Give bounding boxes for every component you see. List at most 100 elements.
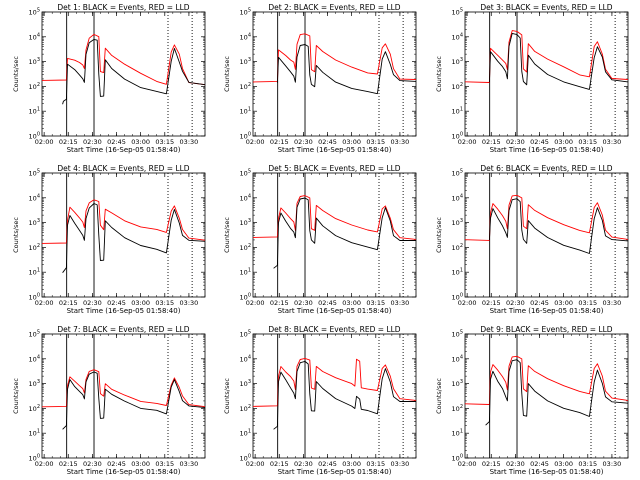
x-tick-label: 03:30 <box>603 460 622 468</box>
x-tick-label: 03:30 <box>391 460 410 468</box>
x-tick-label: 02:30 <box>83 299 102 307</box>
x-tick-label: 03:30 <box>180 138 199 146</box>
x-tick-label: 02:00 <box>246 460 265 468</box>
x-tick-label: 02:30 <box>294 460 313 468</box>
events-series-line <box>273 197 416 269</box>
y-axis-label: Counts/sec <box>223 378 231 414</box>
y-axis-label: Counts/sec <box>12 217 20 253</box>
x-axis-label: Start Time (16-Sep-05 01:58:40) <box>278 146 392 154</box>
x-tick-label: 03:15 <box>578 460 597 468</box>
x-tick-label: 02:15 <box>59 299 78 307</box>
x-tick-label: 02:45 <box>530 460 549 468</box>
lld-series-line <box>41 33 206 86</box>
y-tick-label: 105 <box>240 8 251 17</box>
x-tick-label: 02:15 <box>482 460 501 468</box>
y-tick-label: 104 <box>452 354 463 363</box>
lld-series-line <box>41 369 206 408</box>
x-tick-label: 03:00 <box>342 138 361 146</box>
events-series-line <box>62 203 206 273</box>
y-tick-label: 103 <box>240 218 251 227</box>
y-tick-label: 105 <box>240 330 251 339</box>
x-tick-label: 03:15 <box>366 460 385 468</box>
x-tick-label: 03:30 <box>391 138 410 146</box>
x-tick-label: 02:15 <box>59 138 78 146</box>
y-tick-label: 104 <box>240 32 251 41</box>
x-tick-label: 02:00 <box>35 138 54 146</box>
x-tick-label: 02:15 <box>270 460 289 468</box>
x-tick-label: 02:30 <box>294 138 313 146</box>
y-tick-label: 105 <box>29 8 40 17</box>
lld-series-line <box>252 357 417 407</box>
y-axis-label: Counts/sec <box>223 56 231 92</box>
events-series-line <box>276 44 417 95</box>
x-tick-label: 03:30 <box>391 299 410 307</box>
x-tick-label: 02:45 <box>107 138 126 146</box>
x-tick-label: 03:15 <box>155 299 174 307</box>
x-tick-label: 02:15 <box>59 460 78 468</box>
y-axis-label: Counts/sec <box>12 378 20 414</box>
y-tick-label: 100 <box>452 132 463 141</box>
x-tick-label: 03:30 <box>180 299 199 307</box>
y-tick-label: 101 <box>29 268 40 277</box>
x-tick-label: 03:15 <box>578 138 597 146</box>
x-tick-label: 02:30 <box>83 138 102 146</box>
x-tick-label: 02:45 <box>318 460 337 468</box>
events-series-line <box>62 38 206 105</box>
x-tick-label: 02:45 <box>530 299 549 307</box>
x-tick-label: 03:00 <box>131 460 150 468</box>
x-tick-label: 02:45 <box>318 299 337 307</box>
x-tick-label: 03:30 <box>180 460 199 468</box>
lld-series-line <box>252 33 417 83</box>
plot-frame <box>464 172 629 298</box>
y-tick-label: 105 <box>240 169 251 178</box>
y-tick-label: 101 <box>452 107 463 116</box>
x-tick-label: 02:15 <box>482 299 501 307</box>
y-tick-label: 102 <box>240 82 251 91</box>
y-tick-label: 105 <box>452 169 463 178</box>
y-tick-label: 102 <box>452 404 463 413</box>
x-tick-label: 02:15 <box>270 299 289 307</box>
detector-panel-1: 100 101 102 103 104 105 02:00 02:15 02:30 02:45 03… <box>12 3 206 154</box>
y-tick-label: 101 <box>240 429 251 438</box>
x-axis-label: Start Time (16-Sep-05 01:58:40) <box>278 468 392 476</box>
x-tick-label: 02:15 <box>270 138 289 146</box>
y-tick-label: 100 <box>29 293 40 302</box>
x-tick-label: 02:45 <box>318 138 337 146</box>
y-tick-label: 102 <box>240 243 251 252</box>
x-axis-label: Start Time (16-Sep-05 01:58:40) <box>67 146 181 154</box>
x-tick-label: 02:00 <box>458 138 477 146</box>
detector-panel-7: 100 101 102 103 104 105 02:00 02:15 02:30 02:45 03… <box>12 325 206 476</box>
x-tick-label: 03:00 <box>342 299 361 307</box>
y-tick-label: 101 <box>240 268 251 277</box>
x-tick-label: 02:30 <box>506 138 525 146</box>
detector-panel-3: 100 101 102 103 104 105 02:00 02:15 02:30 02:45 03… <box>435 3 629 154</box>
plot-frame <box>41 172 206 298</box>
y-tick-label: 100 <box>240 454 251 463</box>
panel-title: Det 7: BLACK = Events, RED = LLD <box>57 325 189 334</box>
detector-panel-6: 100 101 102 103 104 105 02:00 02:15 02:30 02:45 03… <box>435 164 629 315</box>
y-tick-label: 104 <box>452 193 463 202</box>
events-series-line <box>485 359 629 426</box>
x-tick-label: 02:00 <box>246 299 265 307</box>
y-tick-label: 101 <box>240 107 251 116</box>
x-tick-label: 02:00 <box>458 460 477 468</box>
y-tick-label: 101 <box>452 268 463 277</box>
y-tick-label: 105 <box>452 330 463 339</box>
x-tick-label: 03:00 <box>131 138 150 146</box>
y-tick-label: 102 <box>452 82 463 91</box>
y-tick-label: 101 <box>29 429 40 438</box>
x-axis-label: Start Time (16-Sep-05 01:58:40) <box>67 468 181 476</box>
x-axis-label: Start Time (16-Sep-05 01:58:40) <box>490 146 604 154</box>
y-tick-label: 103 <box>29 218 40 227</box>
y-tick-label: 103 <box>29 379 40 388</box>
y-tick-label: 102 <box>29 243 40 252</box>
y-tick-label: 105 <box>452 8 463 17</box>
panel-title: Det 5: BLACK = Events, RED = LLD <box>268 164 400 173</box>
x-tick-label: 03:15 <box>366 299 385 307</box>
lld-series-line <box>464 355 629 405</box>
y-axis-label: Counts/sec <box>435 378 443 414</box>
x-tick-label: 02:30 <box>506 299 525 307</box>
panel-title: Det 4: BLACK = Events, RED = LLD <box>57 164 189 173</box>
x-tick-label: 02:30 <box>83 460 102 468</box>
x-axis-label: Start Time (16-Sep-05 01:58:40) <box>278 307 392 315</box>
